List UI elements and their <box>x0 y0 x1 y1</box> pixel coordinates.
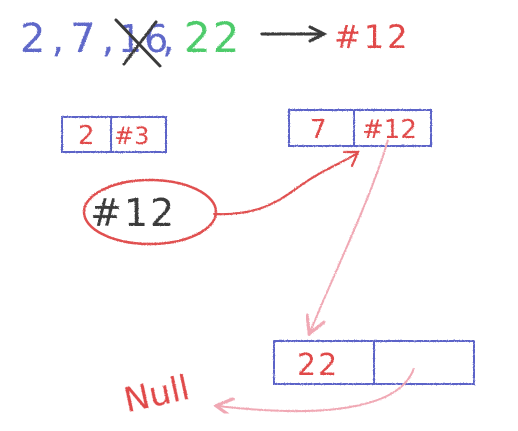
node-2-value: 7 <box>310 115 327 145</box>
node-1-value: 2 <box>78 121 95 151</box>
node-1: 2 #3 <box>61 116 167 153</box>
pointer-label: #12 <box>90 191 176 235</box>
new-value: 22 <box>184 13 241 62</box>
arrow-node3-to-null <box>218 367 415 411</box>
node-3-value: 22 <box>297 348 339 383</box>
node-2: 7 #12 <box>288 109 432 147</box>
cross-out-mark <box>114 18 162 68</box>
node-3: 22 <box>273 340 475 385</box>
header-arrow <box>260 25 328 43</box>
sequence-prefix: 2,7, <box>20 16 120 62</box>
null-label: Null <box>120 368 193 421</box>
arrow-pointer-to-node2 <box>212 150 360 216</box>
node-2-next: #12 <box>362 115 417 145</box>
arrow-node2-to-node3 <box>310 139 389 332</box>
target-label: #12 <box>334 18 411 56</box>
pointer-circle-group: #12 <box>82 178 218 246</box>
node-1-box <box>61 116 167 153</box>
header-sequence: 2,7, 16 , 22 #12 <box>20 13 411 68</box>
node-1-next: #3 <box>114 122 149 150</box>
separator-comma: , <box>162 16 175 62</box>
pointer-circle <box>82 178 218 246</box>
node-2-box <box>288 109 432 147</box>
